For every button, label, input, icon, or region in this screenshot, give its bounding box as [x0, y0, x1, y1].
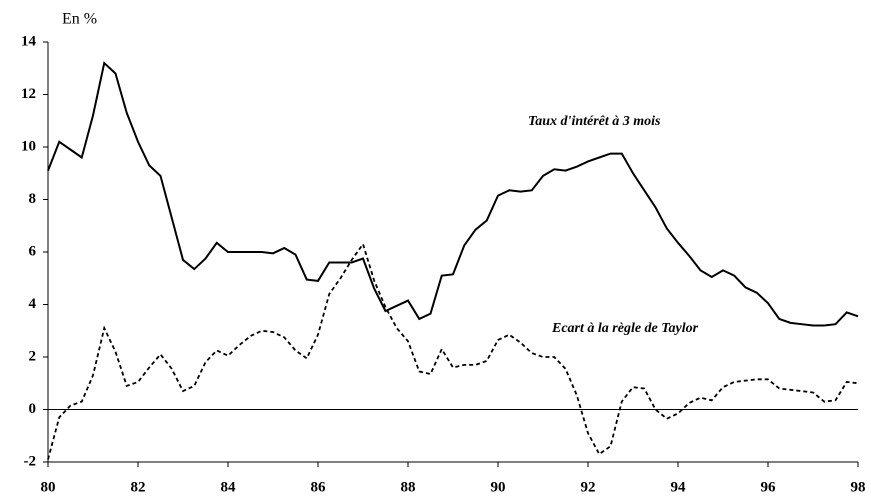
series-line — [47, 242, 859, 460]
series-label: Taux d'intérêt à 3 mois — [528, 114, 661, 129]
x-tick-label: 90 — [491, 479, 506, 495]
x-tick-label: 94 — [671, 479, 687, 495]
y-tick-label: 6 — [29, 243, 37, 259]
y-tick-label: 14 — [21, 33, 37, 49]
x-tick-label: 82 — [131, 479, 146, 495]
x-tick-label: 86 — [311, 479, 327, 495]
series-line — [47, 61, 859, 327]
y-tick-label: 10 — [21, 138, 36, 154]
x-tick-label: 88 — [401, 479, 416, 495]
y-tick-label: 12 — [21, 86, 36, 102]
x-tick-label: 92 — [581, 479, 596, 495]
y-tick-label: 0 — [29, 401, 37, 417]
x-tick-label: 84 — [221, 479, 237, 495]
x-tick-label: 98 — [851, 479, 866, 495]
y-tick-label: -2 — [24, 453, 37, 469]
y-tick-label: 4 — [29, 296, 37, 312]
series-label: Ecart à la règle de Taylor — [551, 321, 699, 336]
x-tick-label: 96 — [761, 479, 777, 495]
y-tick-label: 2 — [29, 348, 37, 364]
y-tick-label: 8 — [29, 191, 37, 207]
x-tick-label: 80 — [41, 479, 56, 495]
y-axis-label: En % — [62, 11, 97, 28]
